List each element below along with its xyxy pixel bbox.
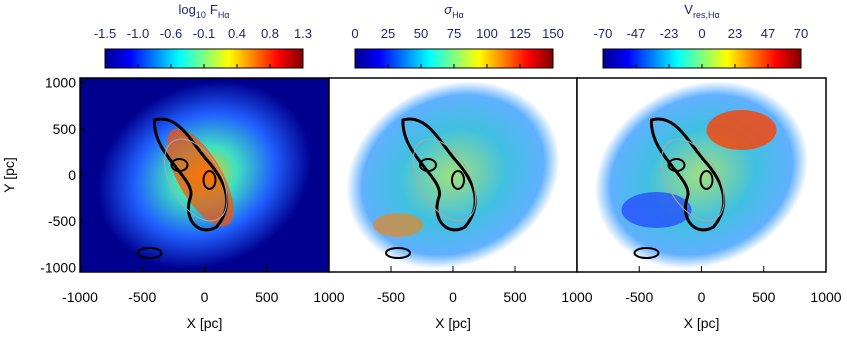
map — [80, 78, 329, 272]
label-part: σ — [444, 2, 453, 17]
contour-tail — [385, 247, 411, 259]
x-tick-label: 500 — [752, 289, 776, 305]
x-tick-label: -500 — [625, 289, 653, 305]
contour-tail — [633, 247, 660, 259]
label-part: V — [684, 2, 693, 17]
x-tick-label: 0 — [201, 289, 209, 305]
map-core — [166, 128, 234, 227]
contour-inner — [419, 158, 437, 172]
contour-inner — [699, 170, 714, 190]
colorbar-tick-label: 0 — [698, 26, 705, 41]
contour-faint — [661, 138, 725, 222]
colorbar-label: log10 FHα — [178, 2, 229, 20]
y-tick-label: -1000 — [40, 259, 76, 275]
colorbar-tick-label: 70 — [794, 26, 808, 41]
x-tick-label: 0 — [449, 289, 457, 305]
colorbar-tick-label: 47 — [761, 26, 775, 41]
colorbar-tick-label: 50 — [414, 26, 428, 41]
label-part: F — [210, 2, 218, 17]
colorbar-tick-label: -1.0 — [127, 26, 149, 41]
y-tick-label: -500 — [48, 213, 76, 229]
y-tick-label: 1000 — [45, 75, 76, 91]
panel: -70 -47 -23 0 23 47 70 Vres,Hα -500 0 500 1000 X [pc… — [576, 2, 842, 331]
contour-inner — [667, 158, 686, 172]
colorbar-tick-label: 25 — [381, 26, 395, 41]
x-axis-label: X [pc] — [187, 315, 223, 331]
label-part: Hα — [452, 10, 464, 20]
x-tick-label: -500 — [377, 289, 405, 305]
x-axis-label: X [pc] — [684, 315, 720, 331]
x-tick-label: -1000 — [62, 289, 98, 305]
map-hot — [373, 213, 423, 237]
x-tick-label: 0 — [698, 289, 706, 305]
colorbar-tick-label: -70 — [594, 26, 613, 41]
map-blue — [621, 192, 692, 228]
map — [329, 78, 577, 272]
colorbar-tick-label: 150 — [542, 26, 564, 41]
contour-inner — [170, 158, 189, 172]
contour-inner — [451, 170, 465, 190]
y-tick-label: 500 — [53, 121, 77, 137]
colorbar-tick-label: 0.4 — [228, 26, 246, 41]
x-tick-label: 1000 — [313, 289, 344, 305]
contour-faint — [412, 138, 477, 222]
panel: 0 25 50 75 100 125 150 σHα -500 0 500 1000 X [pc] — [328, 2, 593, 331]
colorbar-label: σHα — [444, 2, 464, 20]
colorbar-tick-label: 75 — [447, 26, 461, 41]
colorbar-tick-label: 125 — [509, 26, 531, 41]
colorbar-tick-label: 100 — [476, 26, 498, 41]
y-tick-label: 0 — [68, 167, 76, 183]
colorbar-tick-label: 0 — [351, 26, 358, 41]
map-red — [706, 110, 777, 150]
label-part: Hα — [218, 10, 230, 20]
colorbar-tick-label: 0.8 — [261, 26, 279, 41]
panel: -1.5 -1.0 -0.6 -0.1 0.4 0.8 1.3 log10 FHα -1000 -5… — [1, 2, 345, 331]
colorbar-tick-label: -1.5 — [94, 26, 116, 41]
x-axis-label: X [pc] — [435, 315, 471, 331]
colorbar-tick-label: 1.3 — [294, 26, 312, 41]
x-tick-label: 1000 — [561, 289, 592, 305]
contour-tail — [136, 247, 163, 259]
colorbar-tick-label: 23 — [728, 26, 742, 41]
colorbar-label: Vres,Hα — [684, 2, 719, 20]
x-tick-label: 1000 — [810, 289, 841, 305]
contour-inner — [202, 170, 217, 190]
colorbar-tick-label: -0.1 — [193, 26, 215, 41]
label-part: 10 — [196, 10, 206, 20]
colorbar-tick-label: -47 — [627, 26, 646, 41]
x-tick-label: 500 — [255, 289, 279, 305]
label-part: log — [178, 2, 195, 17]
contour-faint — [164, 138, 228, 222]
x-tick-label: 500 — [503, 289, 527, 305]
colorbar-tick-label: -0.6 — [160, 26, 182, 41]
label-part: res,Hα — [693, 10, 720, 20]
colorbar-tick-label: -23 — [660, 26, 679, 41]
y-axis-label: Y [pc] — [1, 157, 17, 193]
x-tick-label: -500 — [128, 289, 156, 305]
map — [577, 78, 826, 272]
